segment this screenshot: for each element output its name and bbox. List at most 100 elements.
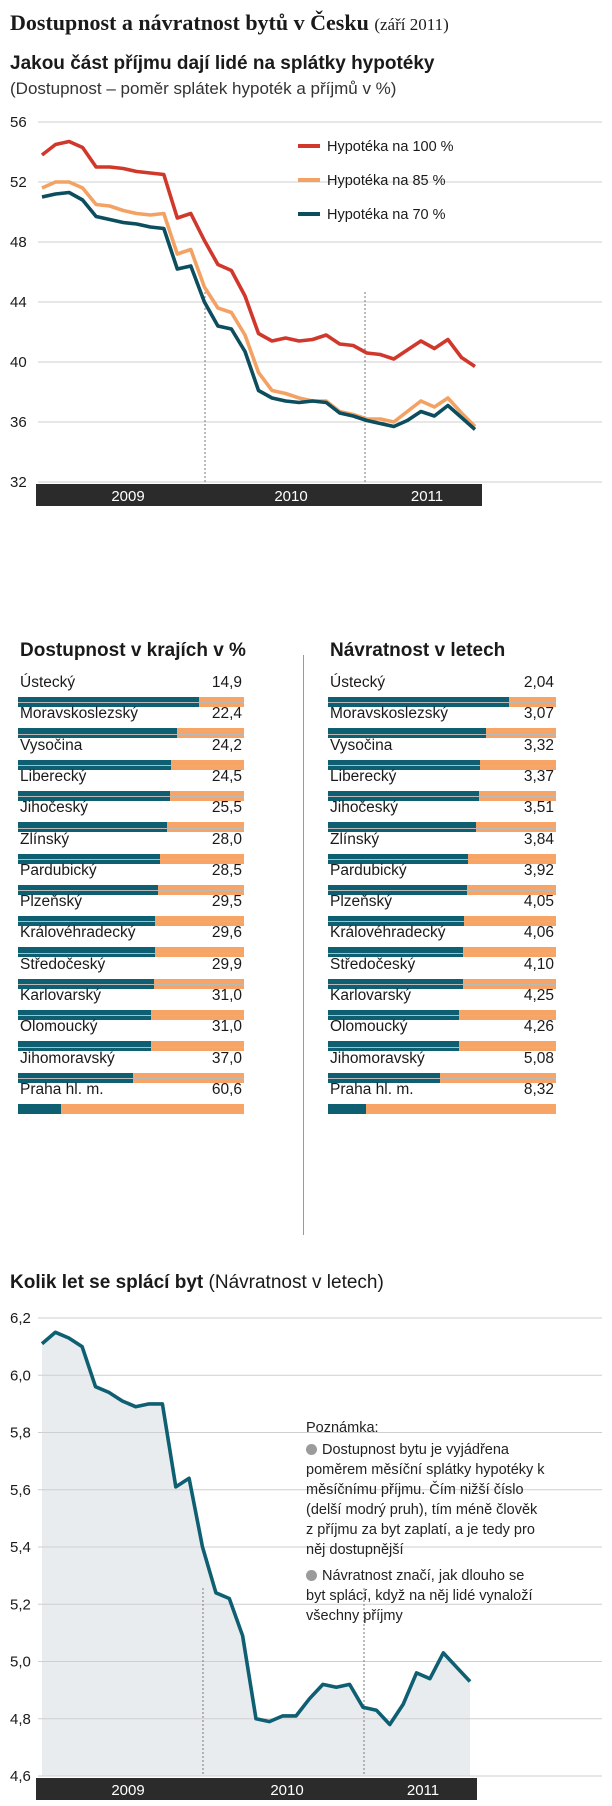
region-label: Zlínský bbox=[330, 830, 380, 848]
region-value: 3,32 bbox=[523, 736, 554, 754]
note-paragraph-2: Návratnost značí, jak dlouho se byt splá… bbox=[306, 1566, 546, 1626]
y-tick-label: 5,6 bbox=[10, 1482, 31, 1499]
region-label: Zlínský bbox=[20, 830, 70, 848]
bar-row: Jihočeský 25,5 bbox=[18, 796, 244, 833]
bar-row: Středočeský 4,10 bbox=[328, 952, 556, 990]
bar-fill bbox=[328, 790, 480, 801]
row-separator bbox=[18, 921, 244, 923]
region-value: 37,0 bbox=[211, 1049, 242, 1067]
region-label: Olomoucký bbox=[330, 1018, 408, 1036]
bar-fill bbox=[18, 790, 171, 801]
bar-track bbox=[18, 978, 244, 989]
bar-track bbox=[328, 697, 556, 707]
region-label: Praha hl. m. bbox=[20, 1080, 104, 1098]
row-separator bbox=[328, 702, 556, 704]
row-separator bbox=[18, 796, 244, 798]
row-separator bbox=[18, 952, 244, 954]
row-separator bbox=[328, 1046, 556, 1048]
x-tick-label: 2010 bbox=[274, 488, 307, 505]
bar-track bbox=[328, 1041, 556, 1052]
region-value: 5,08 bbox=[523, 1049, 554, 1067]
region-label: Plzeňský bbox=[20, 893, 83, 911]
bar-track bbox=[328, 1103, 556, 1114]
row-separator bbox=[18, 858, 244, 860]
y-tick-label: 6,0 bbox=[10, 1367, 31, 1384]
bar-track bbox=[18, 1072, 244, 1083]
x-tick-label: 2009 bbox=[111, 1782, 144, 1799]
y-tick-label: 5,4 bbox=[10, 1539, 31, 1556]
bar-track bbox=[328, 853, 556, 864]
region-label: Karlovarský bbox=[20, 987, 101, 1004]
bar-fill bbox=[18, 1103, 62, 1114]
region-label: Olomoucký bbox=[20, 1018, 98, 1036]
row-separator bbox=[328, 764, 556, 766]
region-value: 25,5 bbox=[211, 799, 242, 817]
bar-fill bbox=[18, 947, 155, 958]
region-label: Středočeský bbox=[330, 955, 416, 973]
bar-track bbox=[18, 947, 244, 958]
bar-fill bbox=[18, 759, 172, 770]
x-axis-band bbox=[36, 484, 482, 506]
region-label: Vysočina bbox=[20, 736, 83, 754]
series-line-2 bbox=[41, 180, 477, 428]
region-value: 31,0 bbox=[211, 1018, 242, 1036]
region-label: Moravskoslezský bbox=[330, 705, 448, 723]
x-tick-label: 2009 bbox=[111, 488, 144, 505]
y-tick-label: 5,2 bbox=[10, 1596, 31, 1613]
region-label: Moravskoslezský bbox=[20, 705, 138, 723]
bar-row: Královéhradecký 29,6 bbox=[18, 921, 244, 958]
bar-row: Liberecký 3,37 bbox=[328, 764, 556, 802]
bar-fill bbox=[18, 853, 160, 864]
legend-label: Hypotéka na 85 % bbox=[327, 173, 446, 189]
row-separator bbox=[18, 984, 244, 985]
region-label: Jihomoravský bbox=[330, 1049, 425, 1067]
chart2-title-text: Kolik let se splácí byt bbox=[10, 1272, 204, 1293]
region-label: Liberecký bbox=[330, 767, 397, 785]
region-value: 4,10 bbox=[523, 955, 554, 973]
y-tick-label: 44 bbox=[10, 294, 27, 311]
region-label: Karlovarský bbox=[330, 987, 411, 1004]
region-label: Ústecký bbox=[20, 674, 76, 691]
bar-row: Pardubický 28,5 bbox=[18, 858, 244, 896]
region-label: Jihočeský bbox=[20, 799, 89, 817]
bar-row: Jihomoravský 37,0 bbox=[18, 1046, 244, 1084]
bar-fill bbox=[328, 822, 476, 833]
page-title: Dostupnost a návratnost bytů v Česku (zá… bbox=[10, 10, 449, 36]
note-box: Poznámka: Dostupnost bytu je vyjádřena p… bbox=[306, 1418, 546, 1632]
bar-track bbox=[18, 916, 244, 927]
row-separator bbox=[328, 952, 556, 954]
bar-track bbox=[328, 728, 556, 739]
note-paragraph-1: Dostupnost bytu je vyjádřena poměrem měs… bbox=[306, 1440, 546, 1560]
y-tick-label: 48 bbox=[10, 234, 27, 251]
region-value: 14,9 bbox=[211, 674, 242, 691]
bar-track bbox=[328, 947, 556, 958]
bar-row: Praha hl. m. 8,32 bbox=[328, 1077, 556, 1115]
bar-fill bbox=[18, 1041, 151, 1052]
bar-fill bbox=[18, 1072, 133, 1083]
bar-track bbox=[328, 1010, 556, 1020]
region-value: 8,32 bbox=[523, 1080, 554, 1098]
region-value: 31,0 bbox=[211, 987, 242, 1004]
bar-row: Jihomoravský 5,08 bbox=[328, 1046, 556, 1084]
region-label: Středočeský bbox=[20, 955, 106, 973]
bar-fill bbox=[328, 853, 469, 864]
x-axis-band bbox=[36, 1778, 477, 1800]
y-tick-label: 5,8 bbox=[10, 1425, 31, 1442]
bar-row: Olomoucký 31,0 bbox=[18, 1015, 244, 1052]
y-tick-label: 40 bbox=[10, 354, 27, 371]
bar-track bbox=[18, 853, 244, 864]
region-value: 24,2 bbox=[211, 736, 242, 754]
y-tick-label: 56 bbox=[10, 114, 27, 131]
bar-fill bbox=[328, 1103, 367, 1114]
row-separator bbox=[18, 702, 244, 704]
bar-fill bbox=[18, 884, 159, 895]
bar-fill bbox=[18, 1010, 151, 1020]
bar-track bbox=[18, 884, 244, 895]
bar-fill bbox=[328, 1041, 459, 1052]
y-tick-label: 4,8 bbox=[10, 1711, 31, 1728]
bar-fill bbox=[328, 1010, 460, 1020]
bar-fill bbox=[328, 728, 486, 739]
row-separator bbox=[328, 827, 556, 829]
bar-track bbox=[328, 1072, 556, 1083]
bar-track bbox=[18, 728, 244, 739]
